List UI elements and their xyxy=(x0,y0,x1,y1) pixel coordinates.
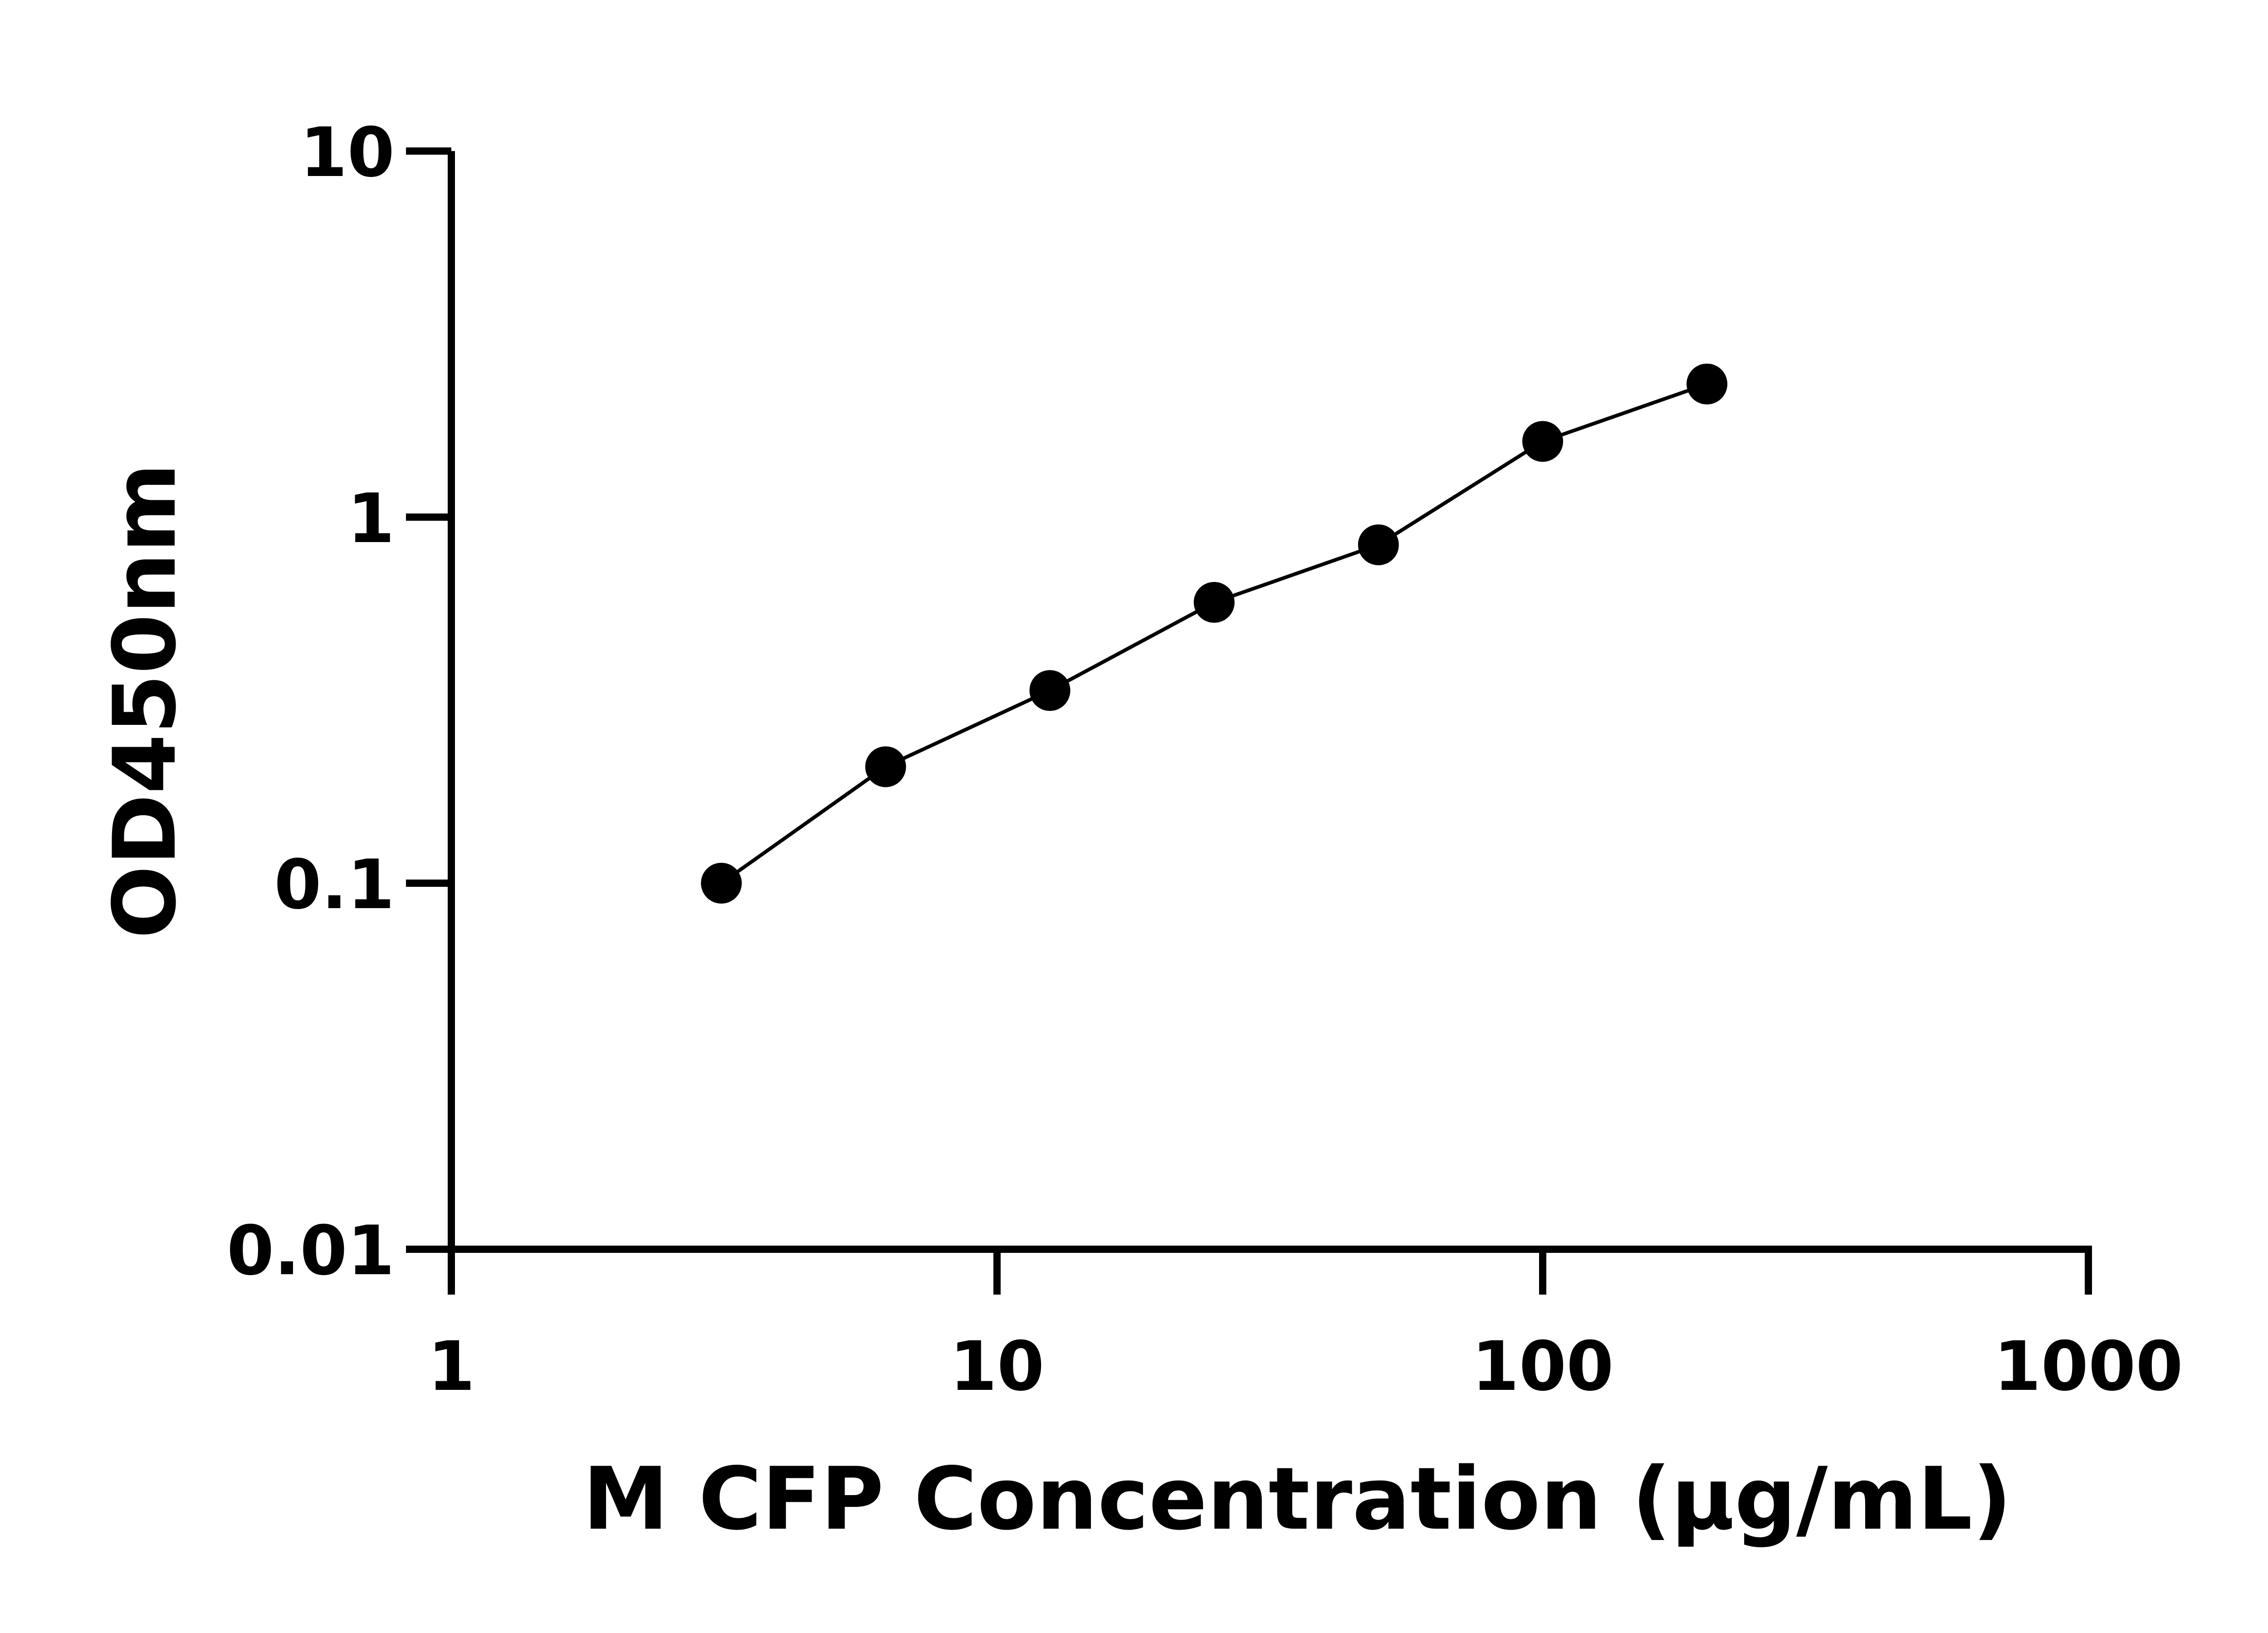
fit-curve xyxy=(720,382,1708,885)
data-marks xyxy=(701,363,1728,904)
data-point xyxy=(1029,670,1070,711)
x-axis-title: M CFP Concentration (μg/mL) xyxy=(583,1449,2012,1549)
data-point xyxy=(1686,363,1728,405)
data-point xyxy=(1193,582,1235,623)
y-tick-label: 1 xyxy=(347,479,395,558)
data-point xyxy=(1522,421,1563,462)
x-tick-label: 1 xyxy=(428,1327,475,1406)
data-point xyxy=(865,746,906,787)
x-tick-label: 1000 xyxy=(1994,1327,2183,1406)
data-point xyxy=(701,863,742,904)
y-tick-label: 10 xyxy=(300,113,395,192)
data-point xyxy=(1358,524,1399,566)
y-axis-title: OD450nm xyxy=(95,463,195,939)
x-tick-label: 100 xyxy=(1471,1327,1613,1406)
y-tick-label: 0.1 xyxy=(274,846,395,924)
x-tick-label: 10 xyxy=(950,1327,1045,1406)
tick-labels: 1 10 100 1000 0.01 0.1 1 10 xyxy=(227,113,2183,1406)
y-tick-label: 0.01 xyxy=(227,1212,395,1291)
axes xyxy=(406,147,2092,1295)
